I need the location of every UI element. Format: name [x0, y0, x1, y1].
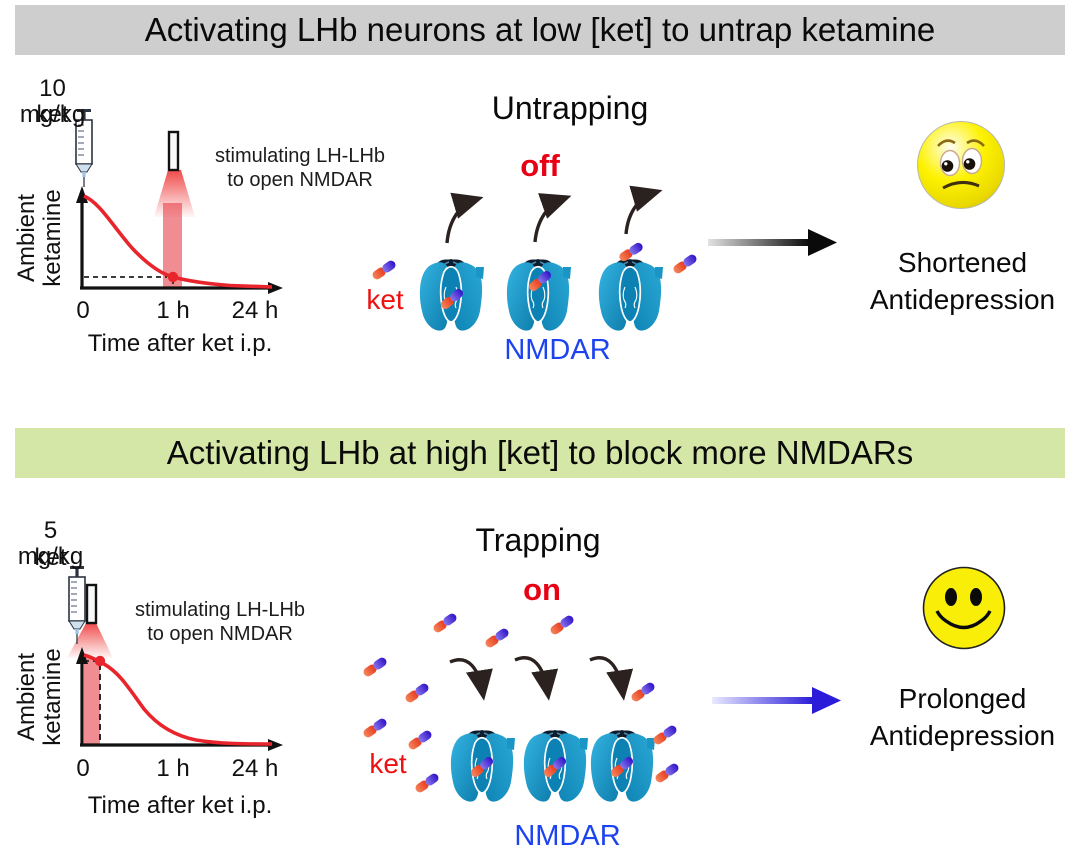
stimulation-bar — [163, 203, 182, 288]
stimulation-annotation: stimulating LH-LHb to open NMDAR — [120, 598, 320, 646]
trapping-state-on: on — [523, 572, 561, 607]
ketamine-pill-icon — [651, 723, 679, 747]
top-pharmacokinetics-plot — [75, 108, 283, 294]
nmdar-receptor-icon — [598, 258, 664, 332]
stimulation-area — [84, 655, 100, 745]
dose-label-line2: ket — [36, 101, 69, 128]
stimulation-annotation-line1: stimulating LH-LHb — [214, 145, 386, 167]
stimulation-timepoint-dot — [94, 655, 106, 667]
untrap-arrow-3 — [624, 185, 663, 235]
x-tick-1h: 1 h — [156, 755, 190, 782]
outcome-top-line1: Shortened — [897, 247, 1028, 278]
untrapping-mechanism-graphic — [370, 185, 699, 332]
y-axis-label-line2: ketamine — [39, 648, 66, 746]
y-axis-label-line1: Ambient — [13, 652, 40, 742]
untrap-arrow-1 — [445, 192, 484, 244]
outcome-top: Shortened Antidepression — [845, 244, 1080, 318]
y-axis-label-line2: ketamine — [39, 189, 66, 287]
ketamine-pill-icon — [431, 611, 459, 635]
untrap-arrow-2 — [533, 193, 572, 243]
y-axis-arrowhead — [76, 647, 88, 664]
ketamine-pill-icon — [671, 252, 699, 276]
x-axis-label: Time after ket i.p. — [87, 792, 273, 819]
panel-bottom-header: Activating LHb at high [ket] to block mo… — [15, 428, 1065, 478]
ketamine-pill-icon — [629, 680, 657, 704]
stimulation-light-cone — [154, 170, 195, 217]
stimulation-annotation-line1: stimulating LH-LHb — [134, 599, 306, 621]
dose-label-line1: 5 mg/kg — [17, 517, 84, 570]
stimulation-annotation: stimulating LH-LHb to open NMDAR — [200, 144, 400, 192]
y-axis-label: Ambient ketamine — [13, 163, 66, 313]
ket-label-top: ket — [366, 284, 404, 315]
ketamine-pill-icon — [361, 716, 389, 740]
happy-face-emoji — [922, 566, 1006, 650]
panel-top-header: Activating LHb neurons at low [ket] to u… — [15, 5, 1065, 55]
optic-fiber-icon — [85, 583, 98, 625]
stimulation-timepoint-dot — [167, 271, 179, 283]
x-tick-0: 0 — [76, 755, 90, 782]
ketamine-pill-icon — [361, 655, 389, 679]
ket-label-bottom: ket — [369, 748, 407, 779]
ketamine-decay-curve — [83, 194, 273, 289]
x-tick-24h: 24 h — [231, 297, 279, 324]
optic-fiber-icon — [167, 130, 180, 172]
nmdar-label-bottom: NMDAR — [514, 820, 621, 852]
bottom-pharmacokinetics-plot — [67, 565, 283, 751]
x-axis-arrowhead — [268, 739, 283, 751]
outcome-bottom-line1: Prolonged — [898, 683, 1027, 714]
smile-mouth — [935, 610, 992, 630]
x-tick-24h: 24 h — [231, 755, 279, 782]
stimulation-annotation-line2: to open NMDAR — [227, 169, 373, 191]
trap-arrow-1 — [449, 658, 493, 701]
x-tick-0: 0 — [76, 297, 90, 324]
stimulation-light-cone — [67, 623, 113, 658]
black-gradient-arrow — [708, 229, 837, 256]
ketamine-pill-icon — [653, 761, 681, 785]
x-axis-arrowhead — [268, 282, 283, 294]
ketamine-pill-icon — [370, 258, 398, 282]
trap-arrow-3 — [589, 656, 634, 701]
ketamine-pill-icon — [483, 626, 511, 650]
sad-face-emoji — [917, 121, 1005, 209]
y-axis-label-line1: Ambient — [13, 193, 40, 283]
x-axis-label: Time after ket i.p. — [87, 330, 273, 357]
trap-arrow-2 — [514, 656, 559, 701]
blue-gradient-arrow — [712, 687, 841, 714]
sad-eyebrow-left — [937, 139, 956, 147]
dose-label-line2: ket — [34, 544, 67, 571]
ketamine-pill-icon — [403, 681, 431, 705]
outcome-top-line2: Antidepression — [869, 284, 1056, 315]
mechanism-title-untrapping: Untrapping — [491, 90, 649, 126]
trapping-mechanism-graphic — [361, 611, 681, 803]
nmdar-label-top: NMDAR — [504, 334, 611, 366]
y-axis-label: Ambient ketamine — [13, 622, 66, 772]
y-axis-arrowhead — [76, 186, 88, 203]
nmdar-receptor-icon — [506, 258, 572, 332]
stimulation-annotation-line2: to open NMDAR — [147, 623, 293, 645]
outcome-bottom-line2: Antidepression — [869, 720, 1056, 751]
outcome-bottom: Prolonged Antidepression — [845, 680, 1080, 754]
ketamine-decay-curve — [83, 653, 273, 746]
sad-eyebrow-right — [966, 139, 985, 147]
ketamine-pill-icon — [548, 613, 576, 637]
mechanism-title-trapping: Trapping — [475, 522, 601, 558]
sad-mouth — [942, 181, 980, 190]
trapping-state-off: off — [520, 148, 560, 183]
dose-label-line1: 10 mg/kg — [19, 75, 86, 128]
x-tick-1h: 1 h — [156, 297, 190, 324]
